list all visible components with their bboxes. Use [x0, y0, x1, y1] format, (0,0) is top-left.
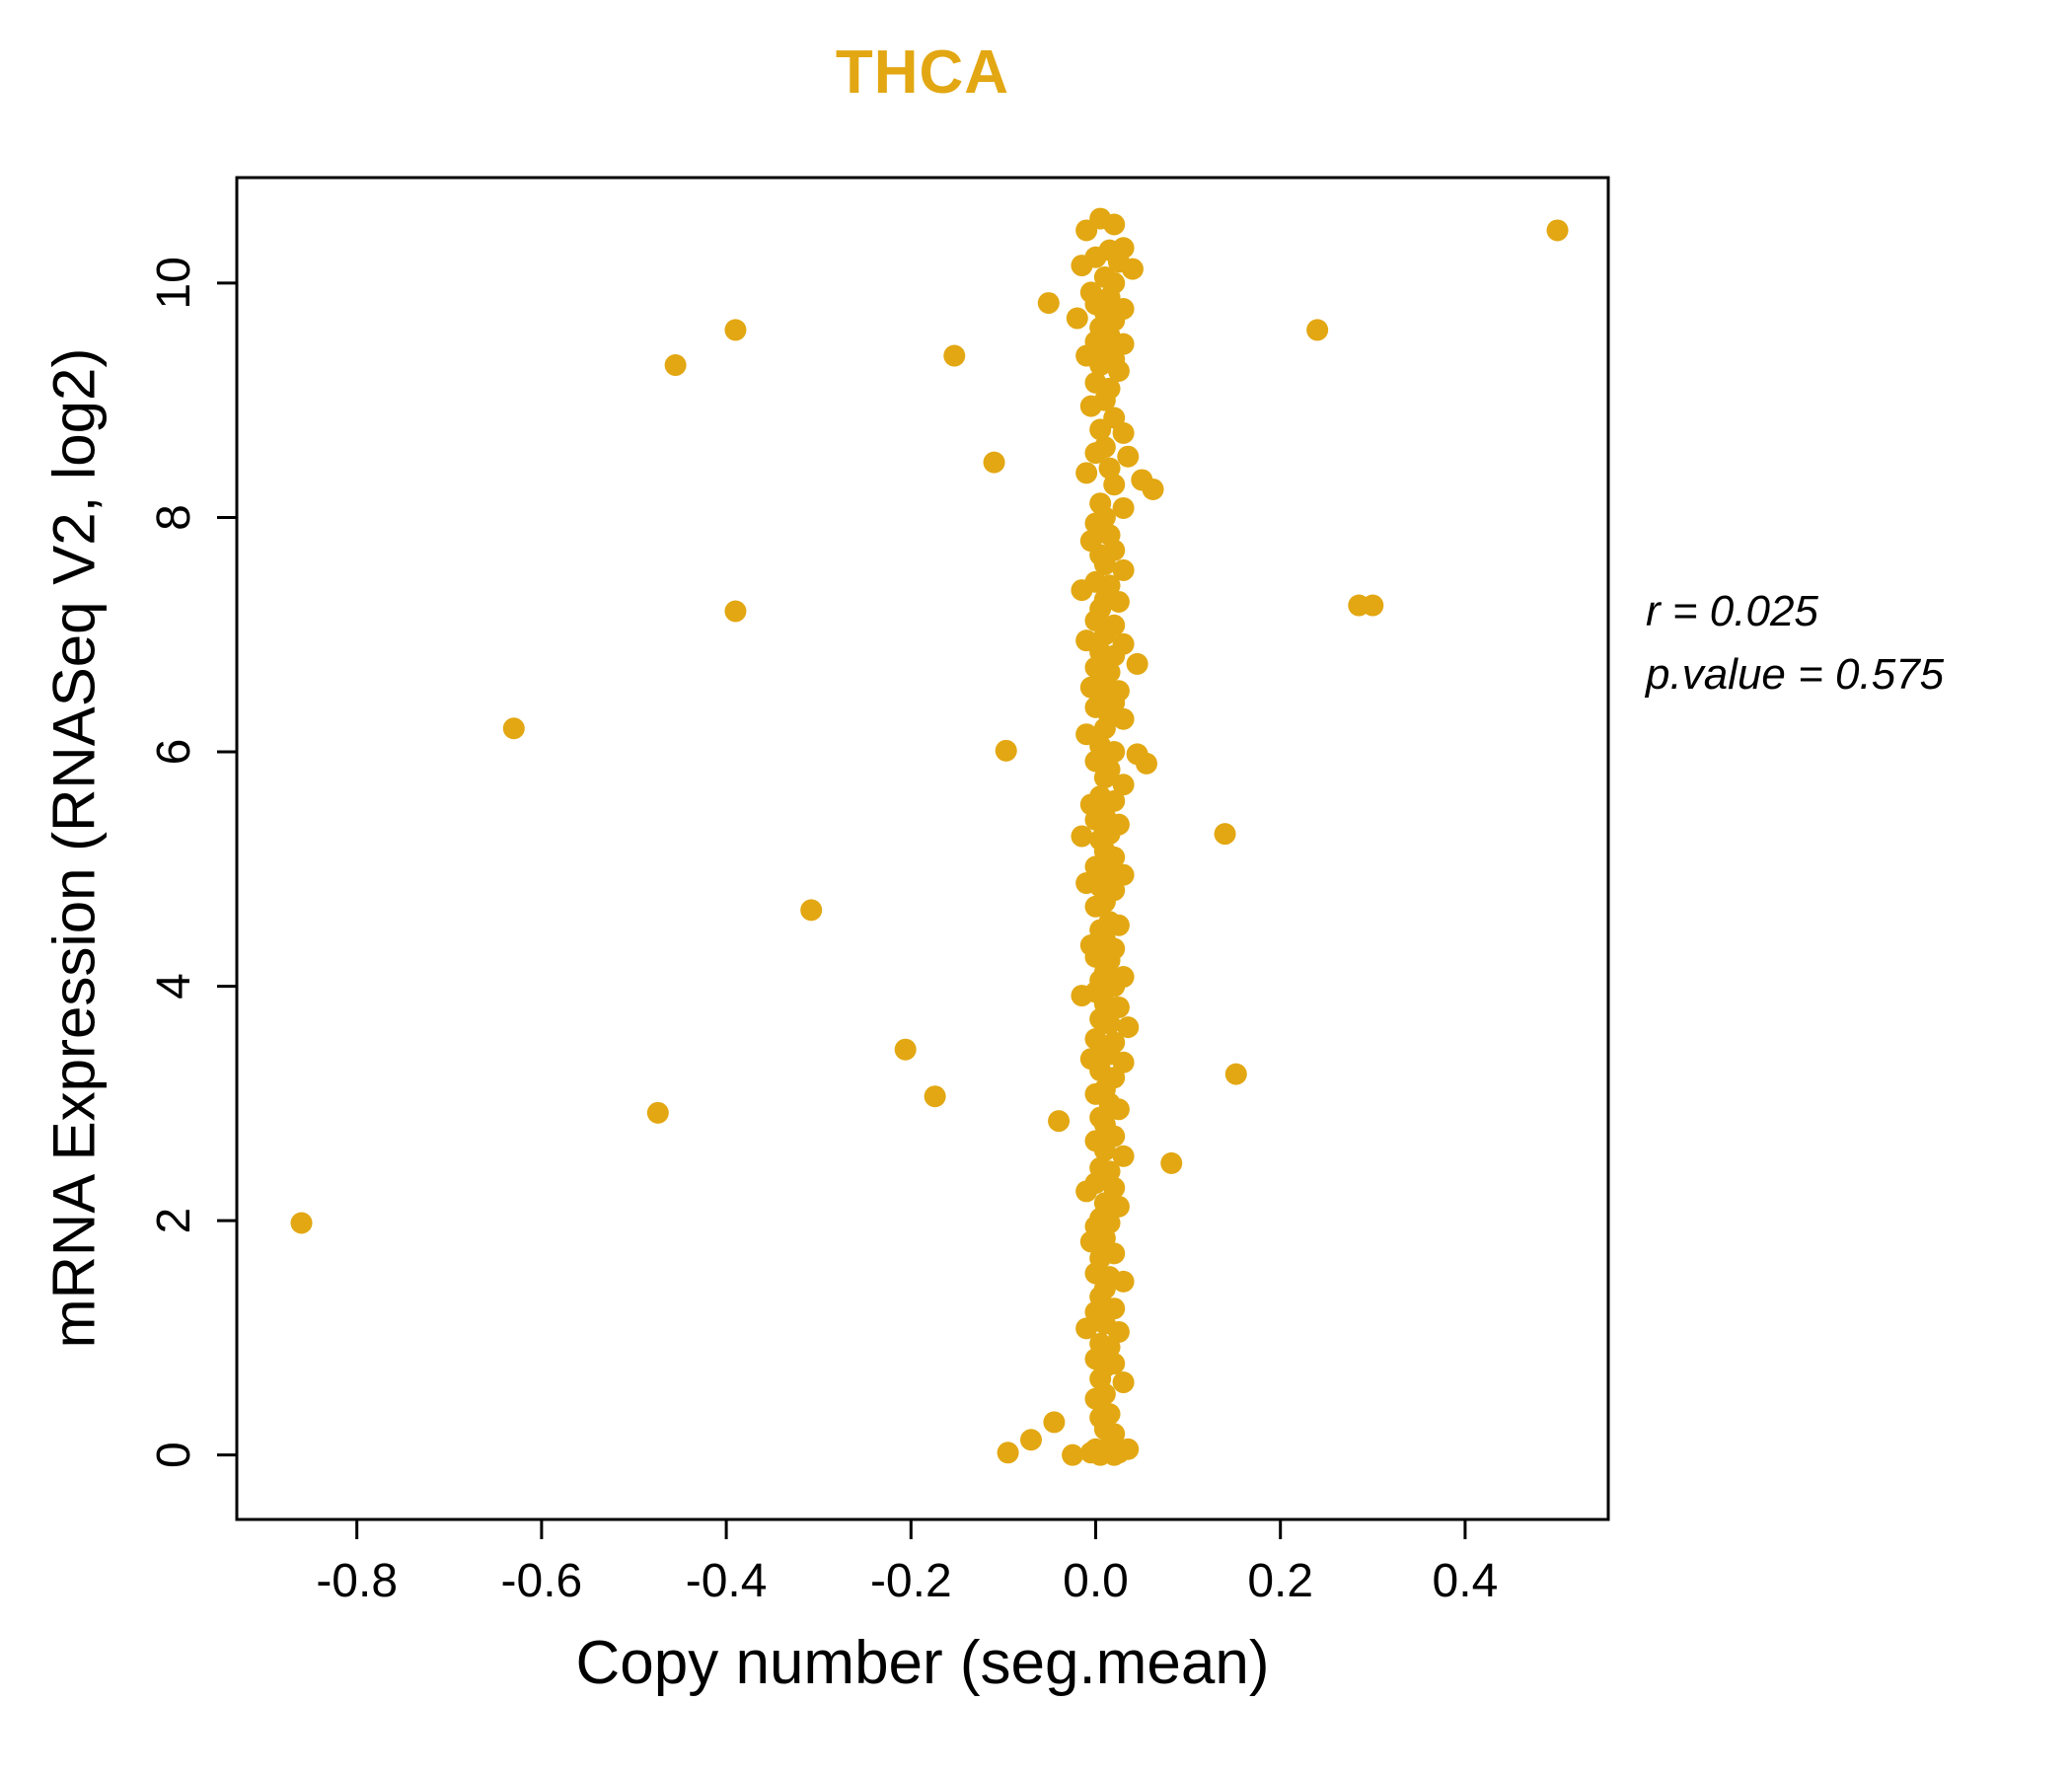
- data-point: [894, 1038, 917, 1061]
- data-point: [1048, 1110, 1071, 1133]
- data-point: [1107, 359, 1130, 382]
- data-point: [1103, 644, 1126, 667]
- data-point: [1084, 808, 1107, 831]
- x-tick-label: 0.4: [1433, 1555, 1499, 1607]
- data-point: [1160, 1151, 1183, 1174]
- data-point: [800, 899, 823, 922]
- data-point: [1142, 478, 1164, 500]
- data-point: [724, 600, 747, 623]
- data-point: [924, 1085, 946, 1108]
- data-point: [1546, 219, 1569, 242]
- data-point: [1071, 579, 1093, 602]
- data-point: [1107, 1098, 1130, 1121]
- data-point: [1121, 258, 1144, 280]
- data-point: [1084, 895, 1107, 918]
- data-point: [1103, 741, 1126, 764]
- data-point: [1306, 319, 1329, 341]
- data-point: [1089, 418, 1112, 441]
- chart-title: THCA: [835, 38, 1010, 107]
- data-point: [1112, 1371, 1135, 1394]
- data-point: [997, 1442, 1019, 1464]
- x-tick-label: -0.4: [686, 1555, 768, 1607]
- data-point: [1107, 1195, 1130, 1218]
- data-point: [1037, 292, 1060, 315]
- plot-box: [235, 176, 1610, 1521]
- data-point: [1214, 823, 1236, 846]
- data-point: [1066, 307, 1088, 330]
- correlation-value: r = 0.025: [1646, 587, 1818, 635]
- data-point: [1112, 774, 1135, 796]
- data-point: [1112, 421, 1135, 444]
- data-point: [1084, 1387, 1107, 1410]
- y-tick-label: 6: [148, 739, 200, 766]
- data-point: [1098, 1012, 1121, 1035]
- x-tick-label: -0.2: [870, 1555, 952, 1607]
- data-point: [1071, 825, 1093, 848]
- data-point: [1079, 1230, 1102, 1253]
- data-point: [1103, 213, 1126, 236]
- data-point: [1103, 474, 1126, 496]
- data-point: [1093, 717, 1116, 740]
- data-point: [664, 354, 687, 377]
- data-point: [983, 451, 1005, 474]
- data-point: [1093, 1139, 1116, 1161]
- data-point: [502, 717, 525, 740]
- data-point: [1062, 1443, 1084, 1466]
- data-point: [724, 319, 747, 341]
- data-point: [646, 1101, 669, 1124]
- x-tick-label: 0.2: [1247, 1555, 1313, 1607]
- data-point: [943, 344, 966, 367]
- y-tick-label: 4: [148, 973, 200, 999]
- y-axis-label: mRNA Expression (RNASeq V2, log2): [40, 347, 108, 1349]
- data-point: [1071, 985, 1093, 1007]
- data-point: [1019, 1429, 1042, 1451]
- data-point: [1112, 1270, 1135, 1293]
- y-tick-label: 0: [148, 1442, 200, 1468]
- data-point: [1071, 255, 1093, 277]
- y-tick-label: 8: [148, 504, 200, 531]
- data-point: [1117, 1016, 1140, 1039]
- y-tick-label: 10: [148, 257, 200, 309]
- x-axis-label: Copy number (seg.mean): [575, 1629, 1270, 1697]
- x-tick-label: 0.0: [1063, 1555, 1129, 1607]
- data-point: [1112, 558, 1135, 581]
- data-point: [1112, 496, 1135, 519]
- data-point: [1093, 767, 1116, 789]
- data-point: [1075, 1180, 1098, 1203]
- data-point: [1112, 1145, 1135, 1167]
- p-value: p.value = 0.575: [1646, 649, 1945, 699]
- data-point: [1107, 996, 1130, 1018]
- x-tick-label: -0.8: [316, 1555, 398, 1607]
- y-tick-label: 2: [148, 1208, 200, 1234]
- data-point: [1112, 707, 1135, 730]
- data-point: [1089, 354, 1112, 377]
- data-point: [1084, 442, 1107, 465]
- data-point: [1126, 652, 1148, 675]
- data-point: [1107, 914, 1130, 936]
- data-point: [1075, 219, 1098, 242]
- data-point: [1126, 743, 1148, 766]
- data-point: [1117, 445, 1140, 468]
- stats-annotation: r = 0.025 p.value = 0.575: [1646, 580, 1944, 706]
- data-point: [1224, 1063, 1247, 1085]
- data-point: [1075, 462, 1098, 484]
- data-point: [1075, 872, 1098, 895]
- data-point: [1043, 1411, 1066, 1434]
- data-point: [1107, 590, 1130, 613]
- data-point: [1103, 1443, 1126, 1466]
- data-points: [290, 207, 1569, 1466]
- data-point: [1079, 395, 1102, 417]
- data-point: [1098, 457, 1121, 480]
- data-point: [290, 1212, 313, 1234]
- data-point: [1103, 975, 1126, 998]
- data-point: [1362, 594, 1384, 617]
- x-tick-label: -0.6: [501, 1555, 583, 1607]
- data-point: [1075, 1317, 1098, 1340]
- data-point: [995, 739, 1017, 762]
- data-point: [1093, 553, 1116, 575]
- data-point: [1093, 624, 1116, 646]
